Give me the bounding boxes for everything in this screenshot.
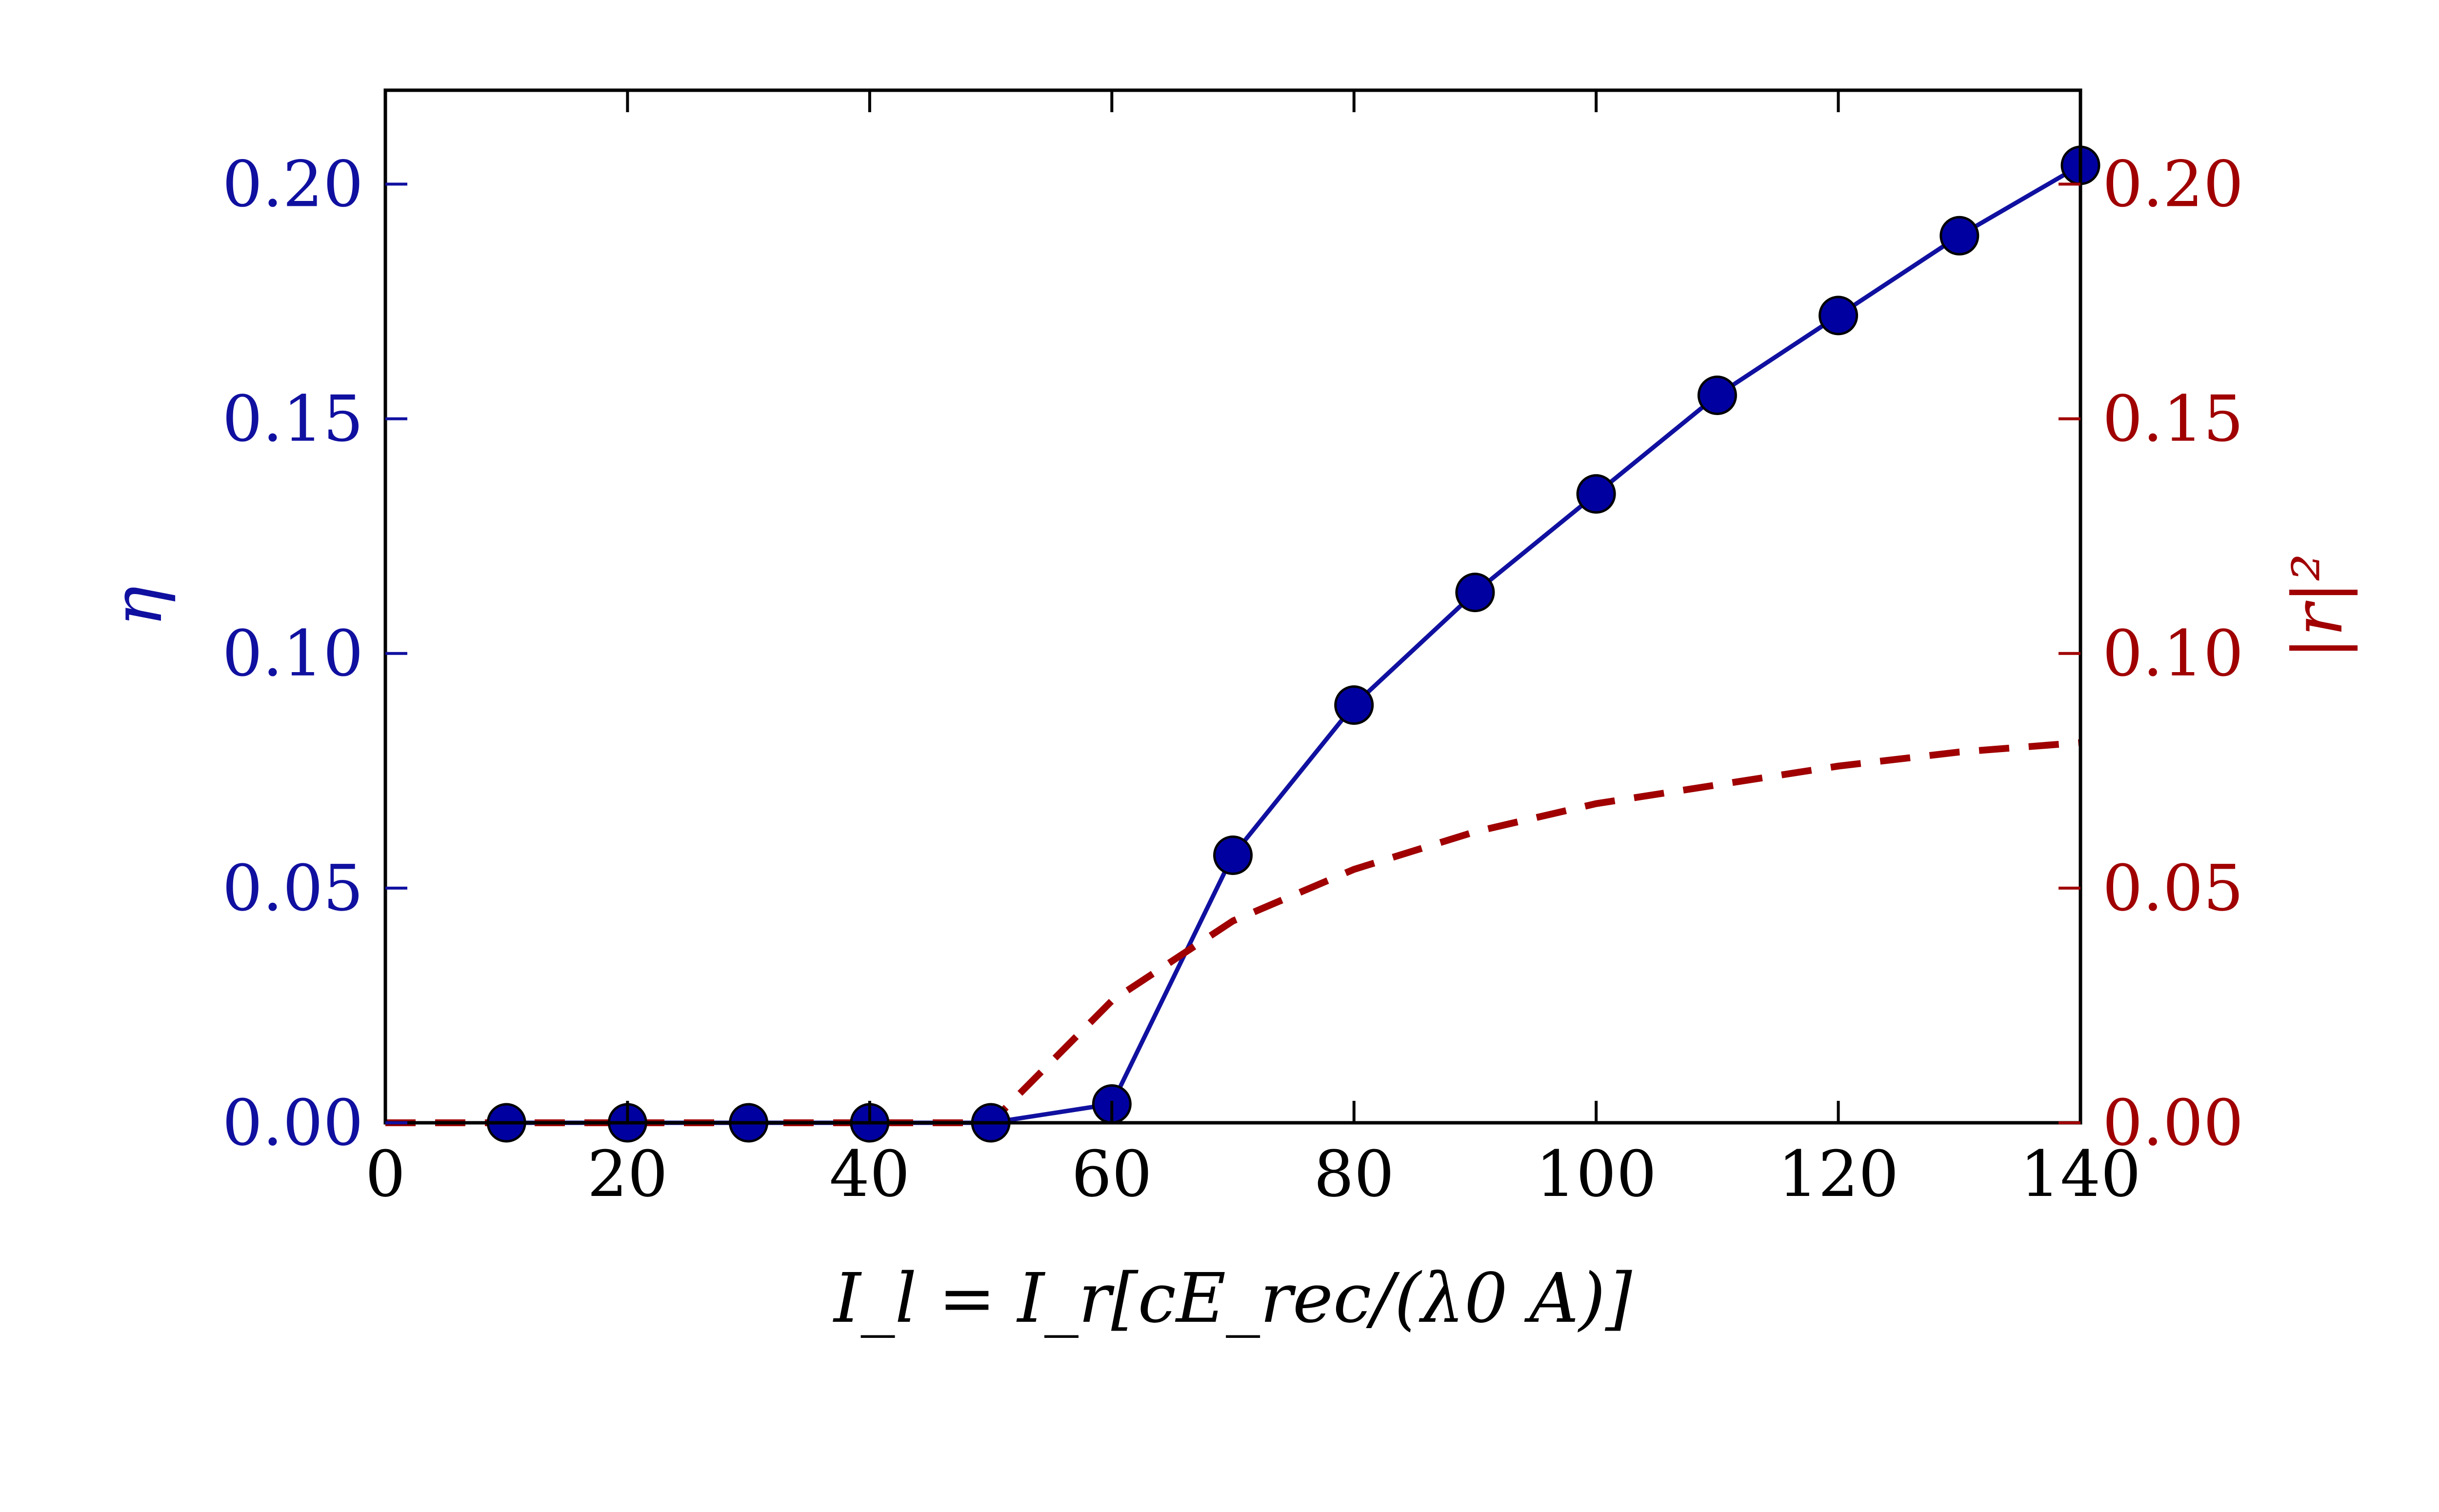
left-y-tick-label: 0.10: [222, 617, 363, 691]
data-point: [1819, 296, 1859, 336]
left-axis-title: η: [98, 586, 178, 627]
left-y-tick-label: 0.00: [222, 1086, 363, 1160]
data-point: [1213, 836, 1253, 875]
plot-frame: [383, 88, 2082, 1125]
x-tick-label: 100: [1536, 1137, 1657, 1211]
data-point: [1576, 474, 1616, 514]
data-point: [1455, 573, 1495, 613]
plot-area: 0 20 40 60 80 100 120 1400.000.050.100.150.200.…: [98, 88, 2358, 1338]
right-y-tick-label: 0.00: [2102, 1086, 2243, 1160]
x-tick-label: 80: [1314, 1137, 1394, 1211]
left-y-tick-label: 0.20: [222, 147, 363, 221]
x-axis-title: I_l = I_r[cE_rec/(λ0 A)]: [832, 1259, 1632, 1338]
right-y-tick-label: 0.20: [2102, 147, 2243, 221]
right-y-tick-label: 0.05: [2102, 851, 2243, 925]
x-tick-label: 20: [587, 1137, 668, 1211]
right-y-tick-label: 0.10: [2102, 617, 2243, 691]
x-tick-label: 120: [1778, 1137, 1899, 1211]
series-line-1: [385, 739, 2081, 1126]
left-y-tick-label: 0.15: [222, 382, 363, 456]
data-point: [1334, 685, 1374, 725]
data-point: [1697, 376, 1737, 415]
left-y-tick-label: 0.05: [222, 851, 363, 925]
right-axis-title: |r|²: [2279, 554, 2358, 659]
x-tick-label: 140: [2020, 1137, 2141, 1211]
x-tick-label: 40: [829, 1137, 910, 1211]
data-point: [1939, 216, 1979, 256]
x-tick-label: 60: [1072, 1137, 1152, 1211]
right-y-tick-label: 0.15: [2102, 382, 2243, 456]
x-tick-label: 0: [365, 1137, 406, 1211]
